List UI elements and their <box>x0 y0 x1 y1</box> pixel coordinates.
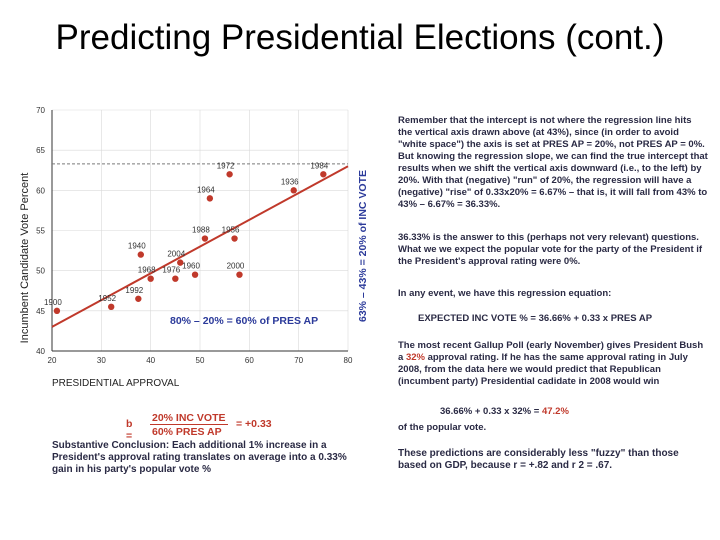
data-point <box>226 171 233 178</box>
equation-intro: In any event, we have this regression eq… <box>398 288 612 299</box>
data-points: 1900 1952 1992 1940 1968 1976 2004 1960 1964 1988… <box>44 161 329 315</box>
y-axis-label: Incumbent Candidate Vote Percent <box>19 173 31 344</box>
data-point <box>177 259 184 266</box>
data-point-label: 1964 <box>197 185 215 194</box>
data-point <box>231 235 238 242</box>
data-point <box>135 295 142 302</box>
x-tick-label: 30 <box>97 356 106 365</box>
data-point-label: 1988 <box>192 226 210 235</box>
data-point <box>290 187 297 194</box>
y-tick-label: 70 <box>36 106 45 115</box>
approval-highlight: 32% <box>405 352 425 363</box>
data-point-label: 2000 <box>227 262 245 271</box>
x-tick-label: 80 <box>344 356 353 365</box>
data-point <box>108 303 115 311</box>
data-point-label: 1976 <box>162 266 180 275</box>
data-point-label: 1992 <box>125 286 143 295</box>
tick-labels: 20 30 40 50 60 70 80 70 65 60 55 50 45 40 <box>36 106 353 365</box>
x-tick-label: 20 <box>48 356 57 365</box>
data-point <box>147 275 154 282</box>
data-point <box>53 307 61 315</box>
data-point-label: 2004 <box>167 250 185 259</box>
y-tick-label: 45 <box>36 307 45 316</box>
intercept-explanation: Remember that the intercept is not where… <box>398 115 708 210</box>
slope-numerator: 20% INC VOTE <box>150 412 228 425</box>
regression-equation: EXPECTED INC VOTE % = 36.66% + 0.33 x PR… <box>418 313 653 324</box>
x-tick-label: 50 <box>196 356 205 365</box>
horizontal-run-label: 80% – 20% = 60% of PRES AP <box>170 315 318 327</box>
regression-line <box>51 165 349 328</box>
zero-approval-note: 36.33% is the answer to this (perhaps no… <box>398 232 703 267</box>
data-point <box>320 171 327 178</box>
popular-vote-note: of the popular vote. <box>398 422 487 433</box>
data-point-label: 1968 <box>138 266 156 275</box>
x-tick-label: 40 <box>146 356 155 365</box>
data-point <box>172 275 179 282</box>
data-point <box>236 271 243 278</box>
prediction-calc: 36.66% + 0.33 x 32% = 47.2% <box>440 406 569 417</box>
y-tick-label: 65 <box>36 146 45 155</box>
scatter-chart: 20 30 40 50 60 70 80 70 65 60 55 50 45 40 1900 1952 199… <box>19 106 369 388</box>
x-tick-label: 60 <box>245 356 254 365</box>
slide-title: Predicting Presidential Elections (cont.… <box>55 18 665 57</box>
data-point-label: 1972 <box>217 161 235 170</box>
data-point-label: 1900 <box>44 298 62 307</box>
y-tick-label: 40 <box>36 347 45 356</box>
axes <box>51 110 348 352</box>
gallup-poll-text: The most recent Gallup Poll (early Novem… <box>398 340 704 387</box>
vertical-rise-label: 63% – 43% = 20% of INC VOTE <box>357 170 369 322</box>
data-point-label: 1984 <box>310 161 328 170</box>
slope-b-label: b = <box>126 418 133 442</box>
data-point-label: 1936 <box>281 177 299 186</box>
data-point <box>137 251 144 258</box>
prediction-result: 47.2% <box>541 406 569 417</box>
x-axis-label: PRESIDENTIAL APPROVAL <box>52 378 180 388</box>
data-point-label: 1956 <box>222 226 240 235</box>
y-tick-label: 60 <box>36 186 45 195</box>
fuzziness-note: These predictions are considerably less … <box>398 448 679 471</box>
slope-denominator: 60% PRES AP <box>152 426 222 438</box>
y-tick-label: 50 <box>36 267 45 276</box>
data-point <box>206 195 214 202</box>
data-point-label: 1960 <box>182 262 200 271</box>
data-point-label: 1940 <box>128 242 146 251</box>
substantive-conclusion: Substantive Conclusion: Each additional … <box>52 440 347 475</box>
data-point-label: 1952 <box>98 294 116 303</box>
data-point <box>191 271 199 278</box>
x-tick-label: 70 <box>294 356 303 365</box>
y-tick-label: 55 <box>36 227 45 236</box>
data-point <box>201 235 209 242</box>
slope-result: = +0.33 <box>236 418 272 430</box>
